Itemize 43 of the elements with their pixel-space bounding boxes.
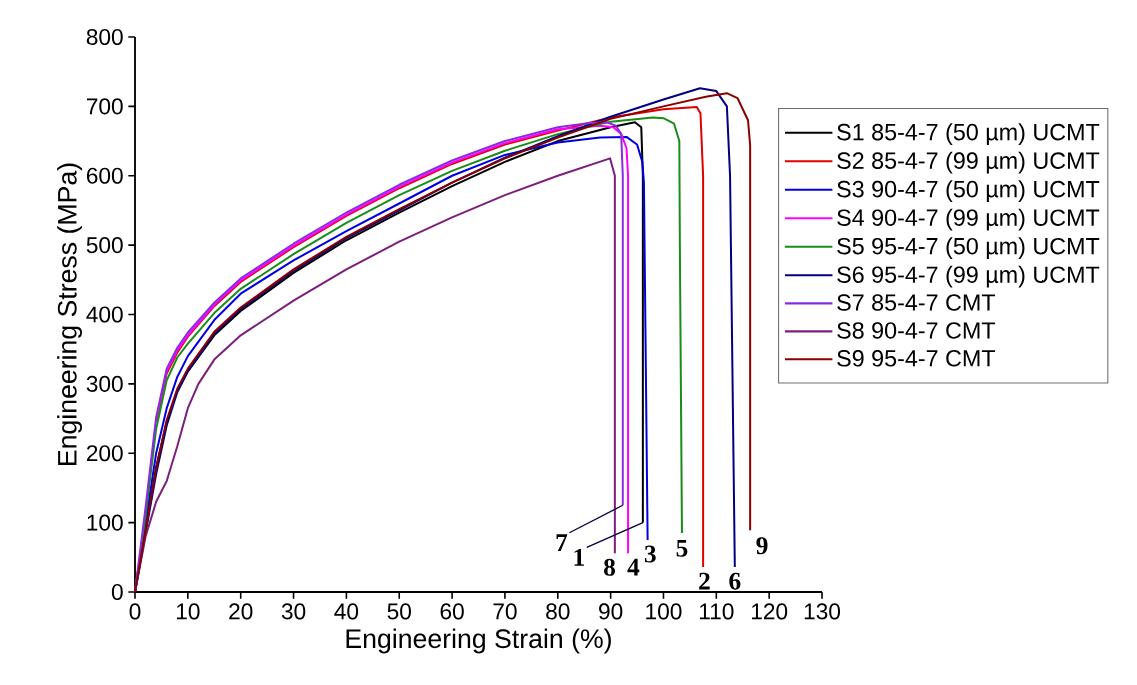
legend-label: S6 95-4-7 (99 µm) UCMT <box>837 265 1100 288</box>
legend-label: S7 85-4-7 CMT <box>837 294 996 311</box>
annotation: 3 <box>644 545 656 563</box>
y-tick-label: 400 <box>86 306 123 323</box>
annotation: 4 <box>627 558 640 576</box>
annotation: 2 <box>699 572 710 590</box>
x-tick-label: 130 <box>804 603 841 620</box>
legend-label: S5 95-4-7 (50 µm) UCMT <box>837 237 1100 260</box>
annotation: 6 <box>729 572 741 590</box>
annotation: 7 <box>556 534 568 551</box>
x-tick-label: 20 <box>229 603 253 620</box>
x-tick-label: 50 <box>387 603 411 620</box>
y-tick-label: 100 <box>87 514 123 531</box>
legend-label: S9 95-4-7 CMT <box>837 350 996 367</box>
legend-label: S2 85-4-7 (99 µm) UCMT <box>837 151 1100 174</box>
y-tick-label: 500 <box>86 237 123 254</box>
x-tick-label: 70 <box>493 603 517 620</box>
x-tick-label: 100 <box>646 603 682 620</box>
y-tick-label: 600 <box>86 167 123 184</box>
y-tick-label: 0 <box>111 583 123 601</box>
legend-label: S1 85-4-7 (50 µm) UCMT <box>837 123 1100 145</box>
x-tick-label: 90 <box>599 603 623 620</box>
annotation: 9 <box>756 537 768 555</box>
y-tick-label: 300 <box>86 375 123 392</box>
x-tick-label: 40 <box>334 603 359 620</box>
y-tick-label: 200 <box>86 445 123 462</box>
annotation: 1 <box>574 548 584 566</box>
x-tick-label: 80 <box>546 603 570 620</box>
y-tick-label: 700 <box>86 98 123 115</box>
x-axis-title: Engineering Strain (%) <box>346 628 611 654</box>
x-tick-label: 30 <box>281 603 306 620</box>
x-tick-label: 60 <box>440 603 464 620</box>
x-tick-label: 110 <box>699 603 734 620</box>
x-tick-label: 120 <box>751 603 788 620</box>
legend-label: S4 90-4-7 (99 µm) UCMT <box>837 208 1100 231</box>
legend-label: S8 90-4-7 CMT <box>837 322 996 339</box>
legend-label: S3 90-4-7 (50 µm) UCMT <box>837 180 1100 203</box>
annotation: 5 <box>676 539 688 557</box>
y-axis-title: Engineering Stress (MPa) <box>57 163 82 465</box>
x-tick-label: 0 <box>129 603 141 620</box>
annotation: 8 <box>604 558 615 576</box>
x-tick-label: 10 <box>176 603 200 620</box>
y-tick-label: 800 <box>86 28 123 46</box>
